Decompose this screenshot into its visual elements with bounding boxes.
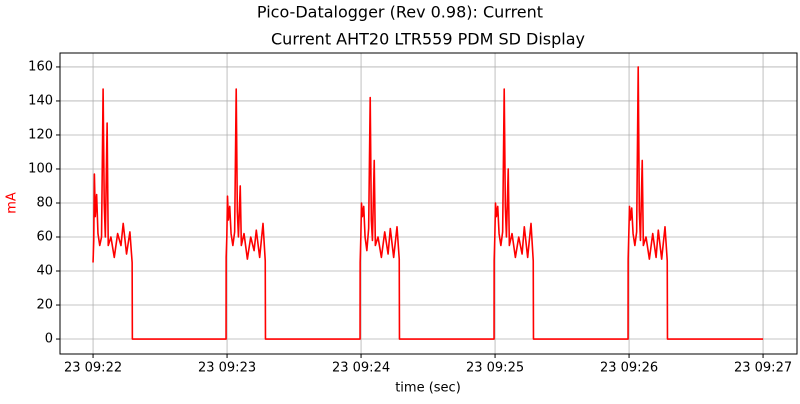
chart-subtitle: Current AHT20 LTR559 PDM SD Display [271, 30, 585, 49]
x-tick-label: 23 09:25 [466, 361, 524, 376]
y-tick-label: 0 [45, 332, 53, 347]
y-tick-label: 40 [36, 264, 53, 279]
chart-title: Pico-Datalogger (Rev 0.98): Current [257, 3, 543, 22]
x-tick-label: 23 09:23 [198, 361, 256, 376]
y-tick-label: 80 [36, 195, 53, 210]
y-tick-label: 60 [36, 230, 53, 245]
data-line [92, 66, 764, 340]
plot-frame [59, 52, 798, 355]
x-tick-label: 23 09:22 [64, 361, 122, 376]
x-tick-label: 23 09:24 [332, 361, 390, 376]
y-axis-label: mA [5, 192, 20, 214]
y-tick-label: 20 [36, 298, 53, 313]
y-tick-label: 160 [28, 59, 53, 74]
y-tick-label: 120 [28, 127, 53, 142]
x-tick-label: 23 09:27 [734, 361, 792, 376]
y-tick-label: 140 [28, 93, 53, 108]
x-axis-label: time (sec) [395, 381, 461, 396]
x-tick-label: 23 09:26 [600, 361, 658, 376]
y-tick-label: 100 [28, 161, 53, 176]
